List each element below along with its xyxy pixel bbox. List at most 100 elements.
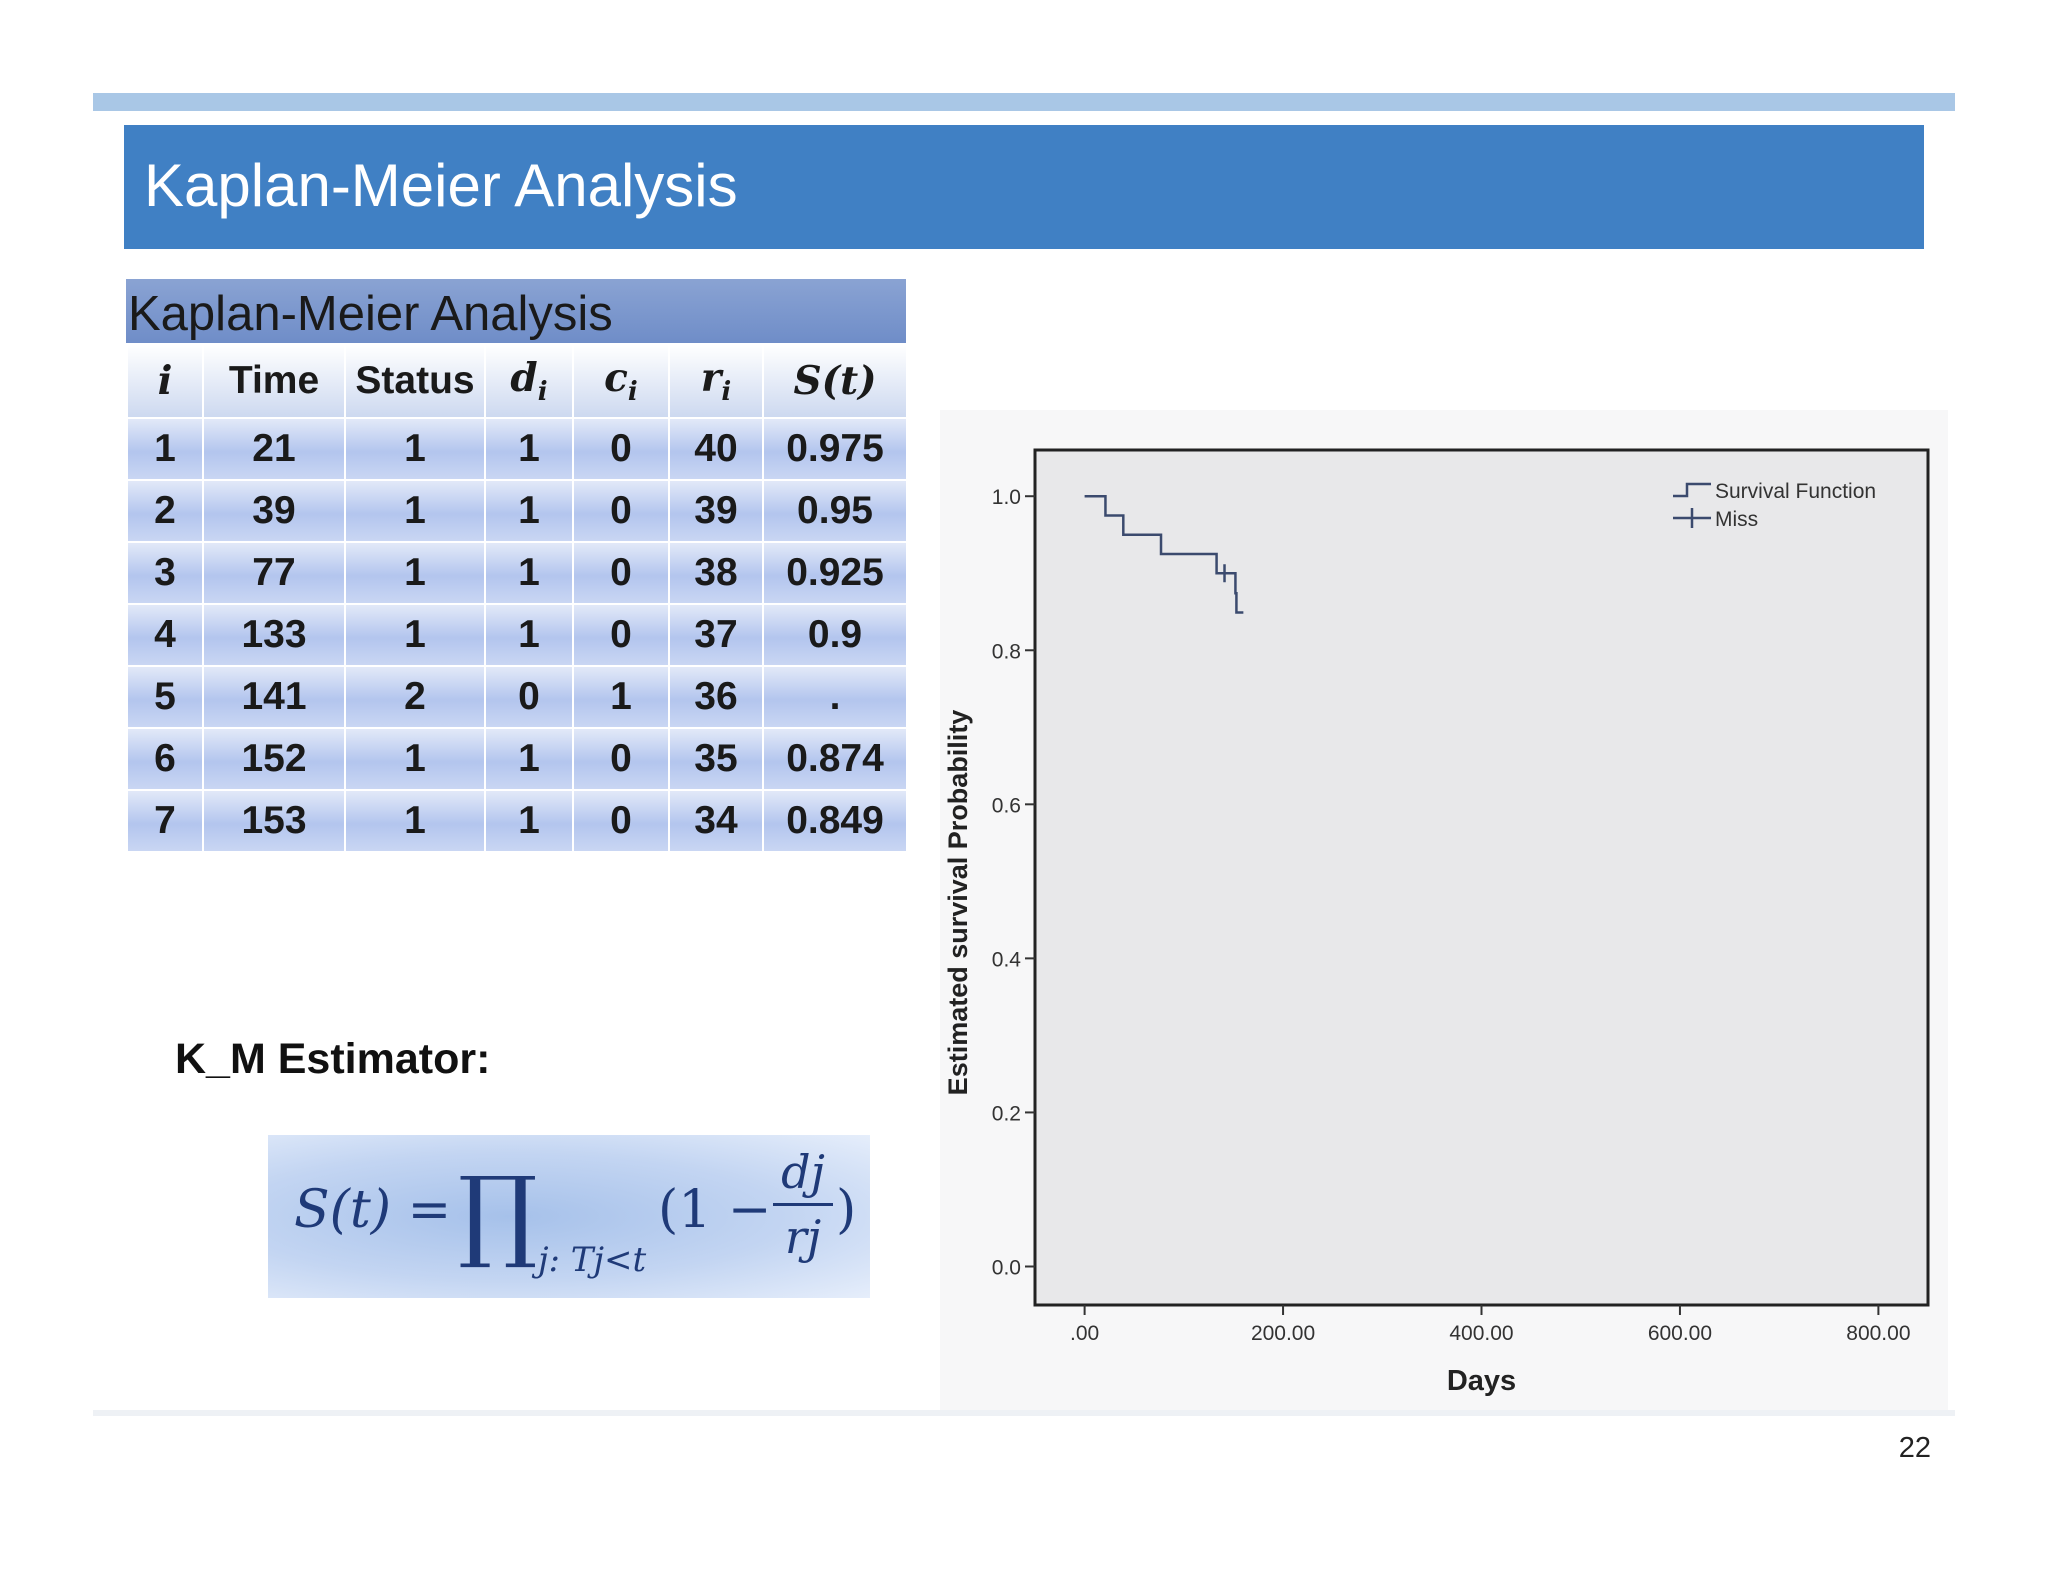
cell-r: 35 [668, 727, 764, 791]
bottom-rule [93, 1410, 1955, 1416]
cell-c: 0 [572, 417, 670, 481]
header-c-symbol: c [604, 355, 628, 402]
y-tick-label: 0.0 [992, 1256, 1021, 1279]
x-tick-label: 400.00 [1449, 1322, 1513, 1345]
legend-survival-label: Survival Function [1715, 480, 1876, 503]
cell-i: 1 [126, 417, 204, 481]
cell-d: 1 [484, 603, 574, 667]
cell-r: 40 [668, 417, 764, 481]
cell-r: 36 [668, 665, 764, 729]
x-tick-label: 600.00 [1648, 1322, 1712, 1345]
formula-product: ∏ [458, 1155, 538, 1272]
cell-r: 37 [668, 603, 764, 667]
survival-chart: 0.0 0.2 0.4 0.6 0.8 1.0 .00 200.00 400.00 600.00 8… [943, 448, 1930, 1397]
cell-status: 1 [344, 603, 486, 667]
cell-d: 1 [484, 541, 574, 605]
cell-status: 2 [344, 665, 486, 729]
header-d: di [484, 343, 574, 419]
cell-s: 0.95 [762, 479, 908, 543]
cell-i: 4 [126, 603, 204, 667]
y-axis-label: Estimated survival Probability [943, 710, 973, 1096]
cell-time: 39 [202, 479, 346, 543]
header-i: i [126, 343, 204, 419]
cell-time: 153 [202, 789, 346, 853]
y-tick-label: 0.4 [992, 948, 1022, 971]
formula-fraction: dj rj [773, 1145, 833, 1264]
fraction-bar [773, 1203, 833, 1206]
formula-close: ) [836, 1180, 857, 1240]
y-tick-label: 0.6 [992, 794, 1021, 817]
table-header-row: i Time Status di ci ri S(t) [126, 343, 908, 419]
header-r-subscript: i [721, 376, 732, 407]
header-c: ci [572, 343, 670, 419]
header-time: Time [202, 343, 346, 419]
cell-r: 39 [668, 479, 764, 543]
formula-paren: (1 − [658, 1180, 772, 1240]
x-tick-label: .00 [1070, 1322, 1099, 1345]
cell-status: 1 [344, 727, 486, 791]
legend-miss-label: Miss [1715, 508, 1758, 531]
formula-subscript: j: Tj<t [538, 1240, 647, 1280]
cell-d: 1 [484, 417, 574, 481]
cell-c: 0 [572, 727, 670, 791]
table-row: 5 141 2 0 1 36 . [126, 665, 908, 729]
cell-c: 0 [572, 479, 670, 543]
cell-time: 77 [202, 541, 346, 605]
formula-denominator: rj [784, 1210, 822, 1264]
cell-r: 38 [668, 541, 764, 605]
y-tick-label: 0.2 [992, 1102, 1021, 1125]
km-data-table: i Time Status di ci ri S(t) 1 21 1 1 0 4… [126, 343, 908, 853]
cell-s: 0.975 [762, 417, 908, 481]
header-d-subscript: i [537, 376, 548, 407]
cell-d: 0 [484, 665, 574, 729]
cell-s: 0.849 [762, 789, 908, 853]
page-number: 22 [1898, 1432, 1931, 1464]
cell-i: 2 [126, 479, 204, 543]
y-tick-label: 1.0 [992, 486, 1021, 509]
cell-i: 3 [126, 541, 204, 605]
cell-s: 0.874 [762, 727, 908, 791]
slide-title-bar: Kaplan-Meier Analysis [124, 123, 1924, 249]
cell-status: 1 [344, 417, 486, 481]
x-tick-label: 200.00 [1251, 1322, 1315, 1345]
table-row: 3 77 1 1 0 38 0.925 [126, 541, 908, 605]
km-formula: S(t) = ∏ j: Tj<t (1 − dj rj ) [268, 1135, 870, 1298]
cell-time: 141 [202, 665, 346, 729]
cell-status: 1 [344, 789, 486, 853]
cell-c: 0 [572, 603, 670, 667]
header-c-subscript: i [627, 376, 638, 407]
table-row: 4 133 1 1 0 37 0.9 [126, 603, 908, 667]
cell-s: 0.9 [762, 603, 908, 667]
cell-status: 1 [344, 479, 486, 543]
x-axis-label: Days [1447, 1365, 1516, 1397]
table-row: 1 21 1 1 0 40 0.975 [126, 417, 908, 481]
cell-s: . [762, 665, 908, 729]
top-rule [93, 93, 1955, 111]
formula-left: S(t) = [294, 1180, 452, 1240]
header-d-symbol: d [510, 355, 538, 402]
header-s: S(t) [762, 343, 908, 419]
cell-d: 1 [484, 727, 574, 791]
cell-i: 6 [126, 727, 204, 791]
table-row: 2 39 1 1 0 39 0.95 [126, 479, 908, 543]
table-row: 7 153 1 1 0 34 0.849 [126, 789, 908, 853]
cell-c: 1 [572, 665, 670, 729]
survival-function-line [1084, 494, 1244, 614]
x-tick-label: 800.00 [1846, 1322, 1910, 1345]
header-r-symbol: r [700, 355, 722, 402]
slide-title: Kaplan-Meier Analysis [144, 152, 738, 219]
y-tick-label: 0.8 [992, 640, 1021, 663]
cell-time: 133 [202, 603, 346, 667]
cell-time: 21 [202, 417, 346, 481]
cell-status: 1 [344, 541, 486, 605]
cell-r: 34 [668, 789, 764, 853]
plot-area [1033, 448, 1930, 1307]
table-row: 6 152 1 1 0 35 0.874 [126, 727, 908, 791]
legend-miss-swatch [1673, 508, 1711, 528]
km-table: Kaplan-Meier Analysis i Time Status di c… [126, 279, 908, 853]
header-r: ri [668, 343, 764, 419]
cell-c: 0 [572, 541, 670, 605]
legend-survival-swatch [1673, 482, 1711, 498]
km-estimator-label: K_M Estimator: [175, 1035, 491, 1083]
formula-numerator: dj [781, 1145, 825, 1199]
